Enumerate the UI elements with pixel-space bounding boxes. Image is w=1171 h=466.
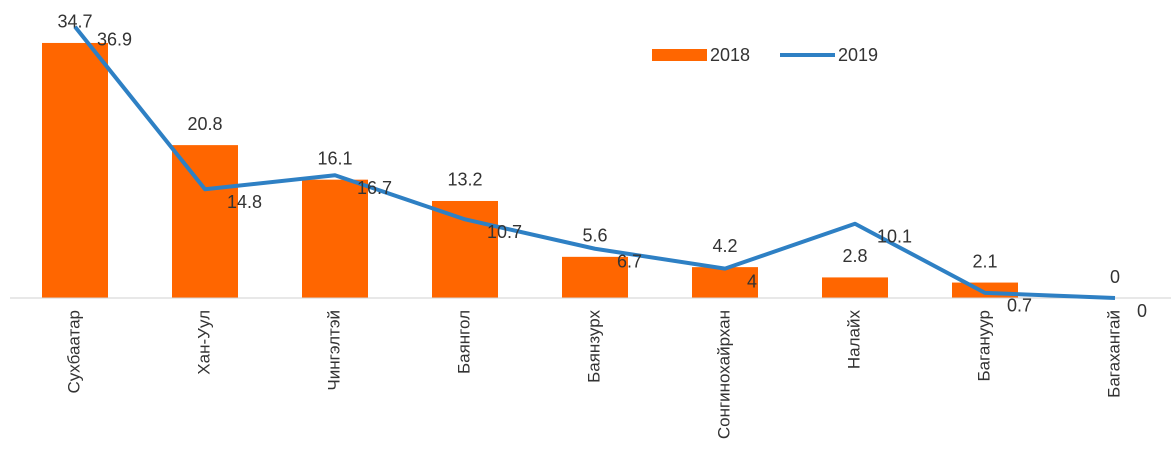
data-label: 20.8: [187, 114, 222, 134]
bar: [172, 145, 238, 298]
legend-label: 2018: [710, 45, 750, 65]
bar: [302, 179, 368, 298]
data-label: 16.1: [317, 148, 352, 168]
data-label: 14.8: [227, 192, 262, 212]
bar: [692, 267, 758, 298]
line: [73, 25, 1116, 300]
data-label: 2.8: [842, 246, 867, 266]
x-tick-label: Налайх: [844, 310, 863, 370]
data-label: 13.2: [447, 170, 482, 190]
legend-swatch: [652, 49, 707, 61]
bar: [432, 200, 498, 298]
data-label: 0: [1110, 267, 1120, 287]
x-tick-label: Сонгинохайрхан: [714, 310, 733, 439]
bar: [42, 42, 108, 298]
data-label: 10.7: [487, 222, 522, 242]
x-tick-label: Хан-Уул: [194, 310, 213, 375]
bar: [822, 277, 888, 298]
data-label: 4.2: [712, 236, 737, 256]
data-label: 2.1: [972, 251, 997, 271]
x-tick-label: Сухбаатар: [64, 310, 83, 393]
data-label: 0: [1137, 301, 1147, 321]
data-label: 10.1: [877, 227, 912, 247]
data-label: 34.7: [57, 12, 92, 32]
x-tick-label: Багахангай: [1104, 310, 1123, 398]
data-label: 4: [747, 271, 757, 291]
x-tick-label: Баянгол: [454, 310, 473, 374]
bar: [562, 256, 628, 298]
legend-label: 2019: [838, 45, 878, 65]
x-tick-label: Чингэлтэй: [324, 310, 343, 391]
data-label: 0.7: [1007, 296, 1032, 316]
data-label: 5.6: [582, 226, 607, 246]
x-tick-label: Баянзурх: [584, 310, 603, 383]
x-tick-label: Багануур: [974, 310, 993, 382]
data-label: 6.7: [617, 252, 642, 272]
data-label: 16.7: [357, 178, 392, 198]
data-label: 36.9: [97, 30, 132, 50]
